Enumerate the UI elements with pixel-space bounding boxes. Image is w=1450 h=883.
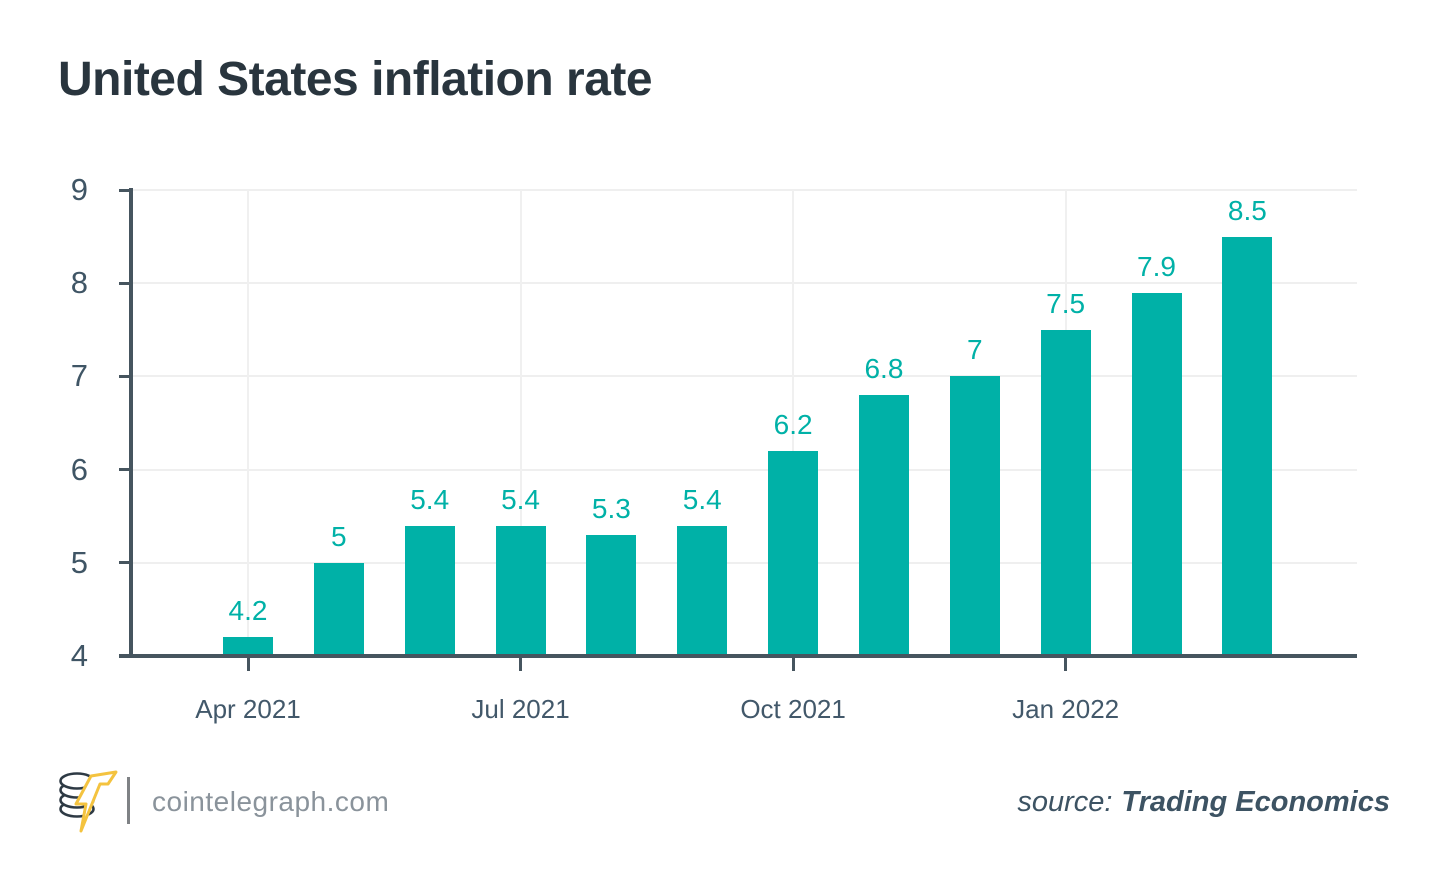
y-axis-tick-label: 5 (70, 544, 88, 580)
bar (586, 534, 637, 656)
bar (858, 395, 909, 656)
bar (1222, 236, 1273, 656)
page-title: United States inflation rate (58, 53, 653, 106)
bar-value-label: 7.9 (1137, 250, 1176, 282)
gridline-horizontal (131, 561, 1357, 564)
gridline-horizontal (131, 375, 1357, 378)
x-axis-tick (519, 658, 523, 671)
bar-value-label: 5.3 (591, 492, 631, 524)
bar-value-label: 6.2 (773, 408, 813, 440)
gridline-horizontal (131, 189, 1357, 191)
bar (223, 637, 273, 656)
bar-value-label: 4.2 (228, 595, 268, 627)
gridline-vertical (247, 190, 249, 656)
bar-value-label: 5.4 (501, 483, 541, 515)
bar (677, 525, 728, 656)
y-axis-tick-label: 6 (70, 451, 88, 487)
bar-value-label: 5.4 (682, 483, 722, 515)
y-axis-tick (119, 561, 131, 565)
bar (1131, 292, 1182, 656)
bar (313, 562, 364, 656)
cointelegraph-logo-icon (59, 770, 118, 833)
bar (768, 450, 819, 656)
y-axis-tick (119, 374, 131, 378)
x-axis-tick-label: Oct 2021 (740, 694, 846, 724)
bar (404, 525, 455, 656)
bar-value-label: 6.8 (864, 353, 904, 385)
bar-value-label: 5.4 (410, 483, 450, 515)
y-axis-tick-label: 8 (70, 265, 88, 301)
source-attribution: source: Trading Economics (1017, 786, 1390, 819)
x-axis-tick-label: Jul 2021 (471, 694, 570, 724)
bar-value-label: 5 (331, 520, 347, 552)
brand-text: cointelegraph.com (152, 786, 390, 817)
gridline-horizontal (131, 282, 1357, 285)
x-axis-tick (1064, 658, 1068, 671)
y-axis-tick (119, 188, 131, 192)
bar-value-label: 7 (967, 334, 983, 366)
y-axis-line (129, 188, 133, 658)
y-axis-tick-label: 9 (70, 172, 88, 207)
y-axis-tick (119, 281, 131, 285)
x-axis-tick-label: Apr 2021 (195, 694, 301, 724)
bar (949, 376, 1000, 656)
x-axis-tick-label: Jan 2022 (1012, 694, 1120, 724)
gridline-vertical (519, 190, 522, 656)
y-axis-tick-label: 7 (70, 358, 88, 394)
gridline-horizontal (131, 468, 1357, 471)
x-axis-tick (246, 658, 250, 671)
y-axis-tick (119, 468, 131, 472)
bar-value-label: 7.5 (1046, 287, 1086, 319)
bar (495, 525, 546, 656)
source-label: source: (1017, 786, 1113, 818)
bar-value-label: 8.5 (1227, 194, 1267, 226)
source-name: Trading Economics (1121, 786, 1390, 818)
bar (1040, 329, 1091, 656)
x-axis-line (119, 654, 1357, 658)
x-axis-tick (791, 658, 795, 671)
footer-divider (127, 777, 130, 824)
gridline-vertical (792, 190, 795, 656)
y-axis-tick-label: 4 (70, 638, 88, 673)
